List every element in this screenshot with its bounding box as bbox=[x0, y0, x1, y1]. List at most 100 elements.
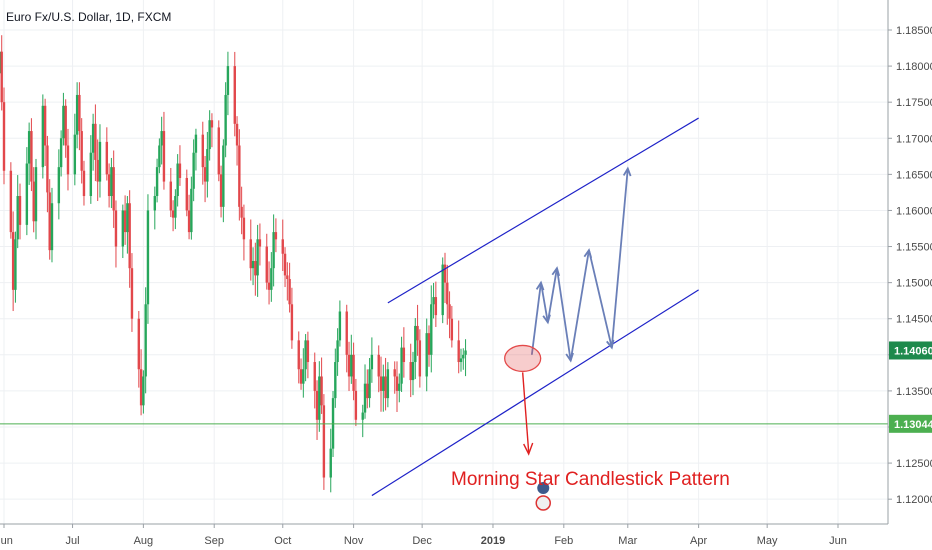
candle-body bbox=[345, 311, 348, 355]
candle-body bbox=[130, 268, 134, 319]
x-tick-label: May bbox=[757, 535, 778, 547]
x-tick-label: Aug bbox=[134, 535, 154, 547]
candle-body bbox=[18, 196, 22, 225]
candle-body bbox=[235, 123, 239, 146]
y-tick-label: 1.18000 bbox=[896, 61, 932, 73]
candle-body bbox=[441, 264, 444, 316]
forecast-segment bbox=[588, 249, 613, 348]
candle-body bbox=[80, 131, 83, 171]
candle-body bbox=[105, 141, 109, 175]
candle-body bbox=[434, 297, 438, 316]
candle-body bbox=[187, 210, 191, 233]
candle-body bbox=[153, 196, 157, 211]
candle-body bbox=[368, 369, 371, 399]
candle-body bbox=[155, 167, 159, 197]
forecast-segment bbox=[546, 268, 558, 323]
candles bbox=[0, 35, 467, 493]
y-tick-label: 1.17500 bbox=[896, 97, 932, 109]
candle-body bbox=[0, 51, 1, 74]
y-tick-label: 1.15500 bbox=[896, 242, 932, 254]
candle-body bbox=[14, 239, 17, 290]
y-tick-label: 1.18500 bbox=[896, 25, 932, 37]
candle-body bbox=[313, 362, 316, 391]
candle-body bbox=[30, 131, 33, 182]
candle-body bbox=[226, 66, 230, 95]
candle-body bbox=[233, 66, 236, 124]
candle-body bbox=[462, 354, 465, 359]
candle-body bbox=[446, 282, 449, 305]
channel-upper-line bbox=[387, 117, 699, 304]
candle-body bbox=[418, 340, 422, 377]
candle-body bbox=[393, 369, 396, 377]
candle-body bbox=[430, 304, 433, 355]
candle-body bbox=[416, 325, 419, 341]
candle-body bbox=[267, 282, 271, 290]
candle-body bbox=[258, 239, 262, 247]
candle-body bbox=[139, 369, 143, 406]
candle-body bbox=[16, 196, 19, 240]
candle-body bbox=[41, 105, 45, 168]
candle-body bbox=[9, 170, 13, 233]
candle-body bbox=[432, 297, 435, 305]
x-tick-label: Jun bbox=[0, 535, 13, 547]
x-tick-label: Sep bbox=[204, 535, 224, 547]
candle-body bbox=[174, 196, 177, 218]
x-tick-label: Mar bbox=[618, 535, 637, 547]
candle-body bbox=[210, 120, 214, 128]
candle-body bbox=[43, 105, 47, 146]
candle-body bbox=[48, 192, 51, 251]
annotation-arrow-line bbox=[521, 372, 530, 453]
x-tick-label: Jun bbox=[829, 535, 847, 547]
x-tick-label: Nov bbox=[344, 535, 364, 547]
candle-body bbox=[402, 347, 406, 363]
candle-body bbox=[206, 149, 209, 182]
candle-body bbox=[336, 340, 339, 363]
chart-title: Euro Fx/U.S. Dollar, 1D, FXCM bbox=[6, 10, 172, 24]
candle-body bbox=[169, 181, 172, 211]
candle-body bbox=[219, 174, 223, 207]
forecast-segment bbox=[569, 250, 590, 361]
candle-body bbox=[320, 376, 323, 406]
candle-body bbox=[382, 376, 385, 391]
overlays bbox=[0, 117, 888, 511]
price-label-support-bg bbox=[889, 414, 932, 433]
candle-body bbox=[272, 232, 275, 269]
candle-body bbox=[96, 159, 99, 182]
candle-body bbox=[128, 203, 131, 269]
candle-body bbox=[171, 210, 175, 218]
candle-body bbox=[448, 304, 451, 319]
candle-body bbox=[302, 369, 305, 384]
candle-body bbox=[457, 340, 460, 363]
candle-body bbox=[386, 369, 390, 399]
candle-body bbox=[142, 376, 145, 406]
candle-body bbox=[379, 376, 383, 391]
candle-body bbox=[91, 123, 95, 153]
candle-body bbox=[425, 333, 428, 377]
candle-body bbox=[162, 131, 166, 182]
candle-body bbox=[110, 167, 113, 197]
candle-body bbox=[354, 390, 358, 420]
candle-body bbox=[414, 325, 417, 363]
candle-body bbox=[192, 152, 195, 189]
candle-body bbox=[238, 145, 241, 207]
candle-body bbox=[395, 376, 399, 391]
candle-body bbox=[217, 127, 220, 175]
candle-body bbox=[286, 275, 289, 280]
forecast-segment bbox=[610, 168, 629, 348]
candle-body bbox=[450, 318, 454, 341]
candle-body bbox=[270, 268, 273, 290]
candle-body bbox=[334, 362, 337, 399]
candle-body bbox=[75, 94, 79, 135]
candle-body bbox=[274, 232, 278, 240]
candle-body bbox=[265, 246, 268, 283]
candle-body bbox=[299, 369, 303, 384]
candle-body bbox=[0, 51, 3, 103]
candle-body bbox=[11, 232, 15, 290]
candle-body bbox=[107, 174, 111, 197]
candle-body bbox=[32, 181, 35, 222]
candle-body bbox=[126, 203, 129, 233]
candle-body bbox=[144, 304, 147, 377]
candle-body bbox=[194, 134, 198, 153]
candle-body bbox=[352, 354, 355, 391]
